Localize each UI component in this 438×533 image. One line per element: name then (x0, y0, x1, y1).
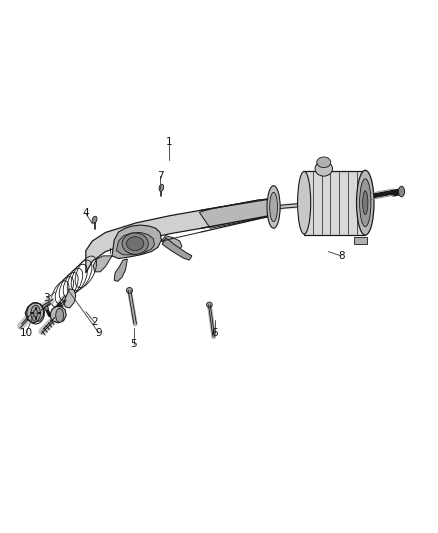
Text: 5: 5 (131, 338, 137, 349)
Polygon shape (25, 303, 43, 323)
Polygon shape (304, 171, 365, 235)
Text: 7: 7 (157, 171, 163, 181)
Ellipse shape (56, 309, 64, 322)
Ellipse shape (357, 170, 374, 235)
Polygon shape (162, 238, 192, 260)
Text: 3: 3 (43, 293, 50, 303)
Ellipse shape (270, 192, 278, 222)
Polygon shape (161, 236, 182, 251)
Ellipse shape (317, 157, 331, 167)
Text: 2: 2 (91, 317, 98, 327)
Ellipse shape (127, 237, 144, 251)
Ellipse shape (122, 233, 148, 254)
Polygon shape (64, 289, 76, 308)
Ellipse shape (159, 184, 164, 191)
Text: 1: 1 (166, 136, 172, 147)
Ellipse shape (31, 305, 40, 321)
Ellipse shape (267, 185, 280, 228)
Text: 4: 4 (82, 208, 89, 219)
Polygon shape (93, 256, 112, 272)
Polygon shape (199, 198, 274, 228)
Ellipse shape (207, 302, 212, 308)
Text: 9: 9 (95, 328, 102, 338)
Polygon shape (114, 259, 127, 281)
Polygon shape (117, 232, 154, 255)
Ellipse shape (127, 287, 133, 293)
Text: 6: 6 (211, 328, 218, 338)
Ellipse shape (92, 216, 97, 223)
Ellipse shape (297, 171, 311, 234)
Ellipse shape (45, 306, 48, 311)
Ellipse shape (33, 310, 38, 317)
Text: 10: 10 (19, 328, 32, 338)
Ellipse shape (399, 186, 405, 197)
Polygon shape (49, 306, 66, 323)
Ellipse shape (360, 179, 371, 227)
Polygon shape (112, 225, 161, 259)
Text: 8: 8 (338, 251, 345, 261)
Ellipse shape (363, 191, 368, 215)
Polygon shape (354, 237, 367, 244)
Ellipse shape (315, 161, 332, 176)
Polygon shape (86, 198, 274, 273)
